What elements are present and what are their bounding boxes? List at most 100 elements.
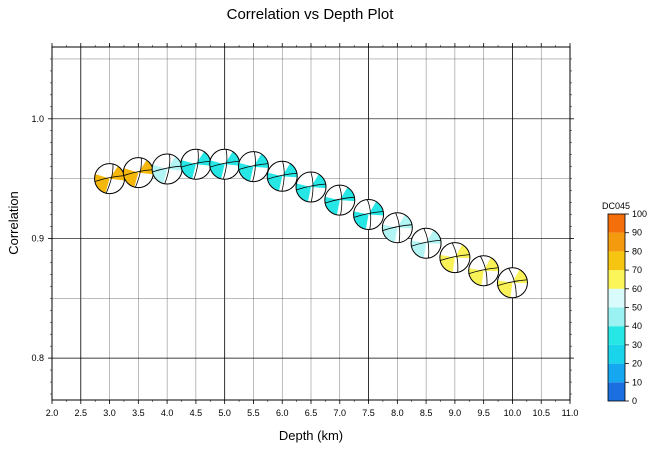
nodal-plane (439, 254, 470, 261)
nodal-plane (209, 160, 240, 168)
beachball-point (180, 148, 212, 180)
beachball-outline (439, 242, 471, 274)
beachball-point (324, 184, 356, 216)
x-tick-label: 6.0 (276, 408, 289, 418)
colorbar-label: DC045 (602, 201, 630, 211)
colorbar-segment (608, 307, 625, 327)
x-tick-label: 10.0 (504, 408, 522, 418)
x-tick-label: 9.5 (477, 408, 490, 418)
x-tick-label: 9.0 (449, 408, 462, 418)
nodal-plane (94, 175, 125, 183)
beachball-point (209, 148, 241, 180)
x-tick-label: 3.5 (132, 408, 145, 418)
colorbar-tick-label: 90 (632, 228, 642, 238)
beachball-compression (238, 162, 254, 182)
colorbar-tick-label: 70 (632, 265, 642, 275)
x-tick-label: 7.5 (362, 408, 375, 418)
beachball-point (94, 163, 126, 195)
colorbar-tick-label: 80 (632, 246, 642, 256)
x-tick-label: 5.5 (247, 408, 260, 418)
colorbar-segment (608, 382, 625, 401)
x-tick-label: 8.0 (391, 408, 404, 418)
beachball-point (151, 153, 183, 185)
data-points (94, 148, 528, 299)
colorbar-segment (608, 251, 625, 271)
x-axis-label: Depth (km) (279, 428, 343, 443)
x-tick-label: 11.0 (562, 408, 579, 418)
nodal-plane (180, 160, 211, 168)
colorbar-segment (608, 326, 625, 345)
colorbar-tick-label: 30 (632, 340, 642, 350)
beachball-outline (324, 184, 356, 216)
colorbar-segment (608, 232, 625, 252)
beachball-point (295, 171, 327, 203)
beachball-outline (266, 160, 298, 192)
y-tick-label: 0.9 (31, 233, 44, 243)
axis-ticks: 2.0 2.5 3.0 3.5 4.0 4.5 5.0 5.5 6.0 6.5 7.0 7.5 8.0 8… (31, 43, 578, 418)
colorbar-tick-label: 50 (632, 303, 642, 313)
colorbar-segment (608, 288, 625, 308)
beachball-outline (237, 151, 269, 183)
beachball-point (496, 267, 528, 299)
x-tick-label: 6.5 (305, 408, 318, 418)
y-tick-label: 1.0 (31, 114, 44, 124)
nodal-plane (468, 267, 499, 275)
chart-title: Correlation vs Depth Plot (227, 6, 395, 23)
colorbar-tick-label: 0 (632, 396, 637, 406)
x-tick-label: 4.5 (190, 408, 203, 418)
nodal-plane (295, 183, 327, 191)
nodal-plane (497, 279, 528, 287)
beachball-compression (224, 151, 240, 166)
x-tick-label: 10.5 (532, 408, 550, 418)
beachball-point (237, 151, 269, 183)
nodal-plane (410, 239, 442, 247)
nodal-plane (324, 196, 355, 204)
x-tick-label: 8.5 (420, 408, 433, 418)
colorbar-tick-label: 100 (632, 209, 647, 219)
x-tick-label: 7.0 (334, 408, 347, 418)
x-tick-label: 3.0 (103, 408, 116, 418)
grid-lines (52, 47, 570, 400)
colorbar-tick-label: 10 (632, 377, 642, 387)
y-axis-label: Correlation (6, 191, 21, 255)
colorbar-segment (608, 214, 625, 233)
beachball-outline (410, 227, 442, 259)
beachball-point (439, 242, 471, 274)
colorbar-segment (608, 344, 625, 364)
beachball-point (468, 255, 500, 287)
nodal-plane (151, 165, 183, 173)
beachball-outline (295, 171, 327, 203)
nodal-plane (382, 224, 413, 232)
colorbar: DC045 0 10 20 30 40 50 60 70 80 90 100 (602, 201, 647, 406)
colorbar-tick-label: 20 (632, 359, 642, 369)
beachball-point (381, 212, 413, 244)
beachball-outline (381, 212, 413, 244)
beachball-point (410, 227, 442, 259)
nodal-plane (238, 163, 269, 171)
beachball-compression (209, 160, 225, 179)
nodal-plane (267, 172, 298, 180)
nodal-plane (123, 169, 154, 177)
beachball-outline (496, 267, 528, 299)
beachball-outline (353, 199, 385, 231)
beachball-point (122, 157, 154, 189)
y-tick-label: 0.8 (31, 353, 44, 363)
beachball-point (353, 199, 385, 231)
colorbar-tick-label: 40 (632, 321, 642, 331)
beachball-compression (296, 183, 311, 202)
colorbar-tick-label: 60 (632, 284, 642, 294)
beachball-compression (267, 172, 283, 191)
x-tick-label: 2.5 (75, 408, 88, 418)
colorbar-segment (608, 363, 625, 383)
beachball-outline (468, 255, 500, 287)
x-tick-label: 4.0 (161, 408, 174, 418)
beachball-compression (324, 196, 340, 215)
x-tick-label: 5.0 (218, 408, 231, 418)
beachball-compression (353, 211, 369, 230)
x-tick-label: 2.0 (46, 408, 59, 418)
beachball-point (266, 160, 298, 192)
colorbar-segment (608, 270, 625, 289)
nodal-plane (353, 211, 384, 218)
